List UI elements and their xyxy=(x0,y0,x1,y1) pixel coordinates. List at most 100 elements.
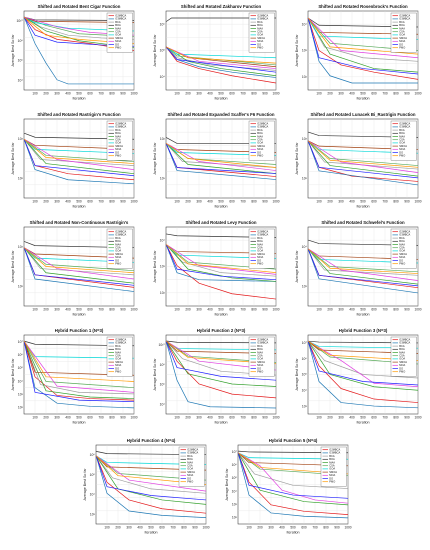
series-line xyxy=(165,340,277,409)
x-tick-label: 200 xyxy=(115,526,121,530)
legend-label: SMOA xyxy=(257,144,265,148)
x-tick-label: 500 xyxy=(76,416,82,420)
series-line xyxy=(165,340,277,387)
legend-label: MAA xyxy=(187,460,193,464)
legend-label: GOA xyxy=(257,141,263,145)
legend-label: GOA xyxy=(257,33,263,37)
series-line xyxy=(95,455,207,465)
chart-panel: Hybrid Function 5 (N=4) 100 200 300 400 500 60… xyxy=(225,438,352,535)
chart-panel: Shifted and Rotated Levy Function 100 200 3… xyxy=(153,220,280,317)
series-line xyxy=(23,247,135,276)
legend-label: MAA xyxy=(399,242,405,246)
series-line xyxy=(166,340,277,344)
series-line xyxy=(23,138,135,170)
x-tick-label: 300 xyxy=(196,416,202,420)
series-line xyxy=(237,452,349,476)
series-line xyxy=(307,140,419,173)
legend-label: G2MBCA xyxy=(399,230,410,234)
x-tick-label: 1000 xyxy=(130,416,137,420)
x-tick-label: 100 xyxy=(174,416,180,420)
x-tick-label: 1000 xyxy=(130,200,137,204)
legend-label: G3MBCA xyxy=(257,341,268,345)
x-tick-label: 600 xyxy=(371,92,377,96)
y-axis-label: Average Best So far xyxy=(153,34,157,67)
x-tick-label: 700 xyxy=(382,416,388,420)
series-line xyxy=(307,17,418,84)
chart-title: Shifted and Rotated Bent Cigar Function xyxy=(38,4,121,9)
legend-label: BOA xyxy=(115,347,121,351)
y-tick-label: 10⁵ xyxy=(302,373,308,377)
y-tick-label: 10² xyxy=(18,406,24,410)
series-line xyxy=(23,247,135,272)
legend-label: GOA xyxy=(329,467,335,471)
x-tick-label: 700 xyxy=(170,526,176,530)
x-tick-label: 200 xyxy=(327,308,333,312)
series-line xyxy=(307,140,419,168)
series-line xyxy=(237,452,349,499)
x-tick-label: 200 xyxy=(327,416,333,420)
x-tick-label: 400 xyxy=(65,416,71,420)
chart-panel: Shifted and Rotated Rosenbrock's Functio… xyxy=(295,4,422,101)
x-tick-label: 1000 xyxy=(414,416,421,420)
x-tick-label: 100 xyxy=(174,92,180,96)
legend-label: SMOA xyxy=(115,36,123,40)
x-tick-label: 900 xyxy=(262,416,268,420)
x-tick-label: 300 xyxy=(338,92,344,96)
x-tick-label: 800 xyxy=(393,92,399,96)
x-tick-label: 600 xyxy=(87,92,93,96)
legend-label: PMO xyxy=(115,46,121,50)
legend-label: G2MBCA xyxy=(257,122,268,126)
legend-label: BOA xyxy=(399,347,405,351)
legend-box xyxy=(106,336,133,377)
series-line xyxy=(95,455,207,485)
series-line xyxy=(238,450,349,454)
series-line xyxy=(23,139,135,166)
legend-label: BOA xyxy=(257,347,263,351)
legend-label: BCA xyxy=(257,344,263,348)
x-tick-label: 600 xyxy=(229,92,235,96)
legend-label: SMOA xyxy=(399,144,407,148)
x-tick-label: 700 xyxy=(240,308,246,312)
legend-label: PMO xyxy=(399,370,405,374)
series-line xyxy=(307,17,419,28)
legend-label: CSA xyxy=(115,354,121,358)
series-line xyxy=(23,341,135,376)
legend-label: G3MBCA xyxy=(399,17,410,21)
series-line xyxy=(237,452,349,515)
legend-label: CSA xyxy=(115,138,121,142)
x-tick-label: 400 xyxy=(137,526,143,530)
y-tick-label: 10² xyxy=(302,176,308,180)
legend-label: MAA xyxy=(399,134,405,138)
legend-label: MOA xyxy=(115,363,121,367)
legend-label: CSA xyxy=(399,30,405,34)
series-line xyxy=(307,248,419,294)
chart-panel: Shifted and Rotated Non-Continuous Rastr… xyxy=(11,220,138,317)
legend-label: G3MBCA xyxy=(257,17,268,21)
series-line xyxy=(23,16,135,51)
x-tick-label: 500 xyxy=(360,416,366,420)
legend-label: GOA xyxy=(187,467,193,471)
y-tick-label: 10⁴ xyxy=(160,238,166,242)
chart-panel: Shifted and Rotated Schwefel's Function 1… xyxy=(295,220,422,317)
series-line xyxy=(165,244,277,274)
x-tick-label: 400 xyxy=(207,416,213,420)
x-tick-label: 500 xyxy=(360,92,366,96)
x-tick-label: 200 xyxy=(185,200,191,204)
x-tick-label: 400 xyxy=(65,92,71,96)
y-tick-label: 10⁶ xyxy=(232,463,238,467)
legend-label: DO xyxy=(329,476,333,480)
legend-label: GOA xyxy=(257,249,263,253)
series-line xyxy=(23,139,135,177)
series-line xyxy=(307,341,419,391)
legend-label: BCA xyxy=(257,236,263,240)
x-tick-label: 500 xyxy=(360,308,366,312)
x-tick-label: 900 xyxy=(120,308,126,312)
y-tick-label: 10³ xyxy=(18,392,24,396)
x-tick-label: 500 xyxy=(218,416,224,420)
x-tick-label: 600 xyxy=(87,416,93,420)
chart-panel: Shifted and Rotated Lunacek Bi_Rastrigin… xyxy=(295,112,422,209)
series-line xyxy=(308,131,419,138)
legend-label: MOA xyxy=(257,39,263,43)
series-line xyxy=(307,340,419,379)
series-line xyxy=(23,16,134,85)
